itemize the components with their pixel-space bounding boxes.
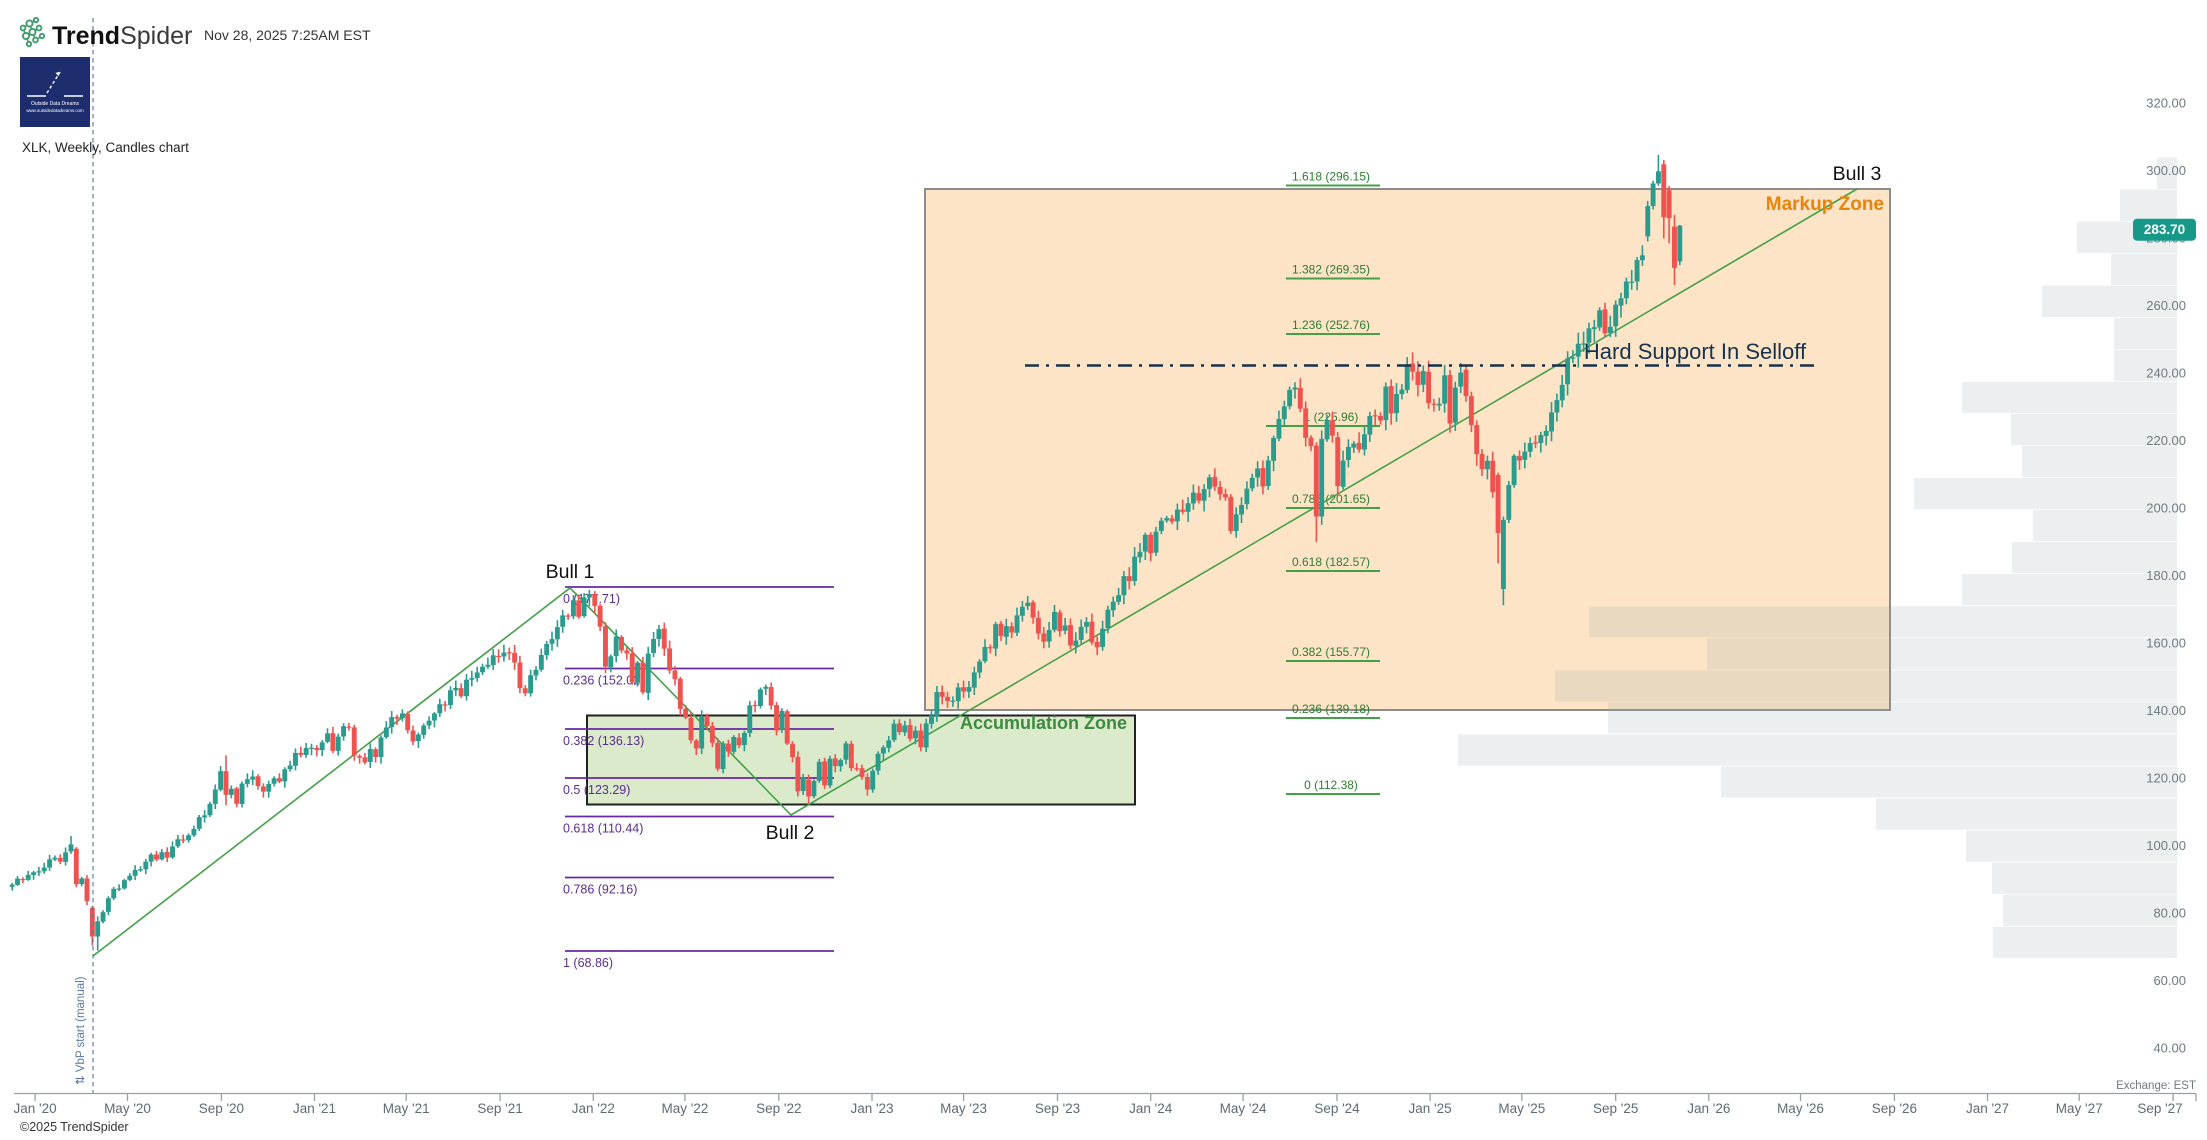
svg-text:May '27: May '27 <box>2056 1101 2103 1116</box>
svg-text:0.5 (123.29): 0.5 (123.29) <box>563 783 630 797</box>
svg-text:Hard Support In Selloff: Hard Support In Selloff <box>1584 339 1807 364</box>
svg-text:Jan '24: Jan '24 <box>1129 1101 1173 1116</box>
svg-text:Sep '22: Sep '22 <box>756 1101 801 1116</box>
svg-text:XLK, Weekly, Candles chart: XLK, Weekly, Candles chart <box>22 140 189 155</box>
svg-text:©2025 TrendSpider: ©2025 TrendSpider <box>20 1120 129 1134</box>
svg-text:May '21: May '21 <box>383 1101 430 1116</box>
svg-text:0.236 (152.02): 0.236 (152.02) <box>563 674 644 688</box>
svg-text:Jan '26: Jan '26 <box>1687 1101 1730 1116</box>
svg-text:Markup Zone: Markup Zone <box>1766 194 1884 215</box>
svg-text:Jan '21: Jan '21 <box>293 1101 336 1116</box>
svg-text:1.236 (252.76): 1.236 (252.76) <box>1292 318 1370 332</box>
svg-text:Jan '22: Jan '22 <box>572 1101 615 1116</box>
svg-text:0.236 (139.18): 0.236 (139.18) <box>1292 702 1370 716</box>
svg-text:283.70: 283.70 <box>2144 222 2185 237</box>
svg-text:Jan '27: Jan '27 <box>1966 1101 2009 1116</box>
svg-text:40.00: 40.00 <box>2153 1040 2186 1055</box>
svg-text:1.618 (296.15): 1.618 (296.15) <box>1292 170 1370 184</box>
svg-text:100.00: 100.00 <box>2146 838 2186 853</box>
svg-text:www.outsidedatadreams.com: www.outsidedatadreams.com <box>26 108 84 113</box>
svg-text:60.00: 60.00 <box>2153 973 2186 988</box>
svg-text:Bull 2: Bull 2 <box>766 822 815 844</box>
svg-text:Accumulation Zone: Accumulation Zone <box>960 713 1127 733</box>
svg-text:Nov 28, 2025 7:25AM EST: Nov 28, 2025 7:25AM EST <box>204 27 371 43</box>
svg-text:Outside Data Dreams: Outside Data Dreams <box>31 101 80 107</box>
svg-text:1 (68.86): 1 (68.86) <box>563 956 613 970</box>
svg-text:1.382 (269.35): 1.382 (269.35) <box>1292 263 1370 277</box>
svg-text:Sep '21: Sep '21 <box>477 1101 522 1116</box>
svg-text:140.00: 140.00 <box>2146 703 2186 718</box>
svg-text:Bull 1: Bull 1 <box>546 561 595 583</box>
svg-text:Sep '26: Sep '26 <box>1872 1101 1917 1116</box>
svg-text:May '26: May '26 <box>1777 1101 1824 1116</box>
svg-text:Bull 3: Bull 3 <box>1833 163 1882 185</box>
svg-text:0.618 (182.57): 0.618 (182.57) <box>1292 555 1370 569</box>
svg-text:May '22: May '22 <box>661 1101 708 1116</box>
svg-text:0.786 (92.16): 0.786 (92.16) <box>563 883 637 897</box>
svg-text:160.00: 160.00 <box>2146 636 2186 651</box>
svg-text:0.618 (110.44): 0.618 (110.44) <box>563 822 643 836</box>
svg-text:TrendSpider: TrendSpider <box>52 22 192 50</box>
svg-text:May '23: May '23 <box>940 1101 987 1116</box>
svg-text:180.00: 180.00 <box>2146 568 2186 583</box>
svg-text:Jan '23: Jan '23 <box>850 1101 893 1116</box>
svg-text:0 (112.38): 0 (112.38) <box>1304 778 1358 792</box>
svg-text:320.00: 320.00 <box>2146 96 2186 111</box>
svg-text:220.00: 220.00 <box>2146 433 2186 448</box>
svg-text:May '24: May '24 <box>1220 1101 1267 1116</box>
svg-text:Sep '23: Sep '23 <box>1035 1101 1080 1116</box>
svg-text:0.382 (155.77): 0.382 (155.77) <box>1292 645 1370 659</box>
svg-text:Jan '25: Jan '25 <box>1409 1101 1452 1116</box>
svg-text:120.00: 120.00 <box>2146 770 2186 785</box>
svg-text:Jan '20: Jan '20 <box>14 1101 57 1116</box>
svg-text:200.00: 200.00 <box>2146 501 2186 516</box>
svg-text:⇅ VbP start (manual): ⇅ VbP start (manual) <box>75 976 87 1085</box>
svg-text:Sep '25: Sep '25 <box>1593 1101 1638 1116</box>
svg-text:May '25: May '25 <box>1498 1101 1545 1116</box>
svg-text:300.00: 300.00 <box>2146 163 2186 178</box>
svg-text:Sep '27: Sep '27 <box>2137 1101 2182 1116</box>
svg-text:80.00: 80.00 <box>2153 905 2186 920</box>
svg-text:260.00: 260.00 <box>2146 298 2186 313</box>
svg-text:1 (225.96): 1 (225.96) <box>1304 410 1359 424</box>
svg-text:Sep '24: Sep '24 <box>1314 1101 1360 1116</box>
svg-text:Exchange: EST: Exchange: EST <box>2116 1080 2196 1092</box>
svg-text:May '20: May '20 <box>104 1101 151 1116</box>
svg-text:0.382 (136.13): 0.382 (136.13) <box>563 734 644 748</box>
svg-text:Sep '20: Sep '20 <box>199 1101 244 1116</box>
svg-text:0.786 (201.65): 0.786 (201.65) <box>1292 492 1370 506</box>
svg-text:240.00: 240.00 <box>2146 366 2186 381</box>
